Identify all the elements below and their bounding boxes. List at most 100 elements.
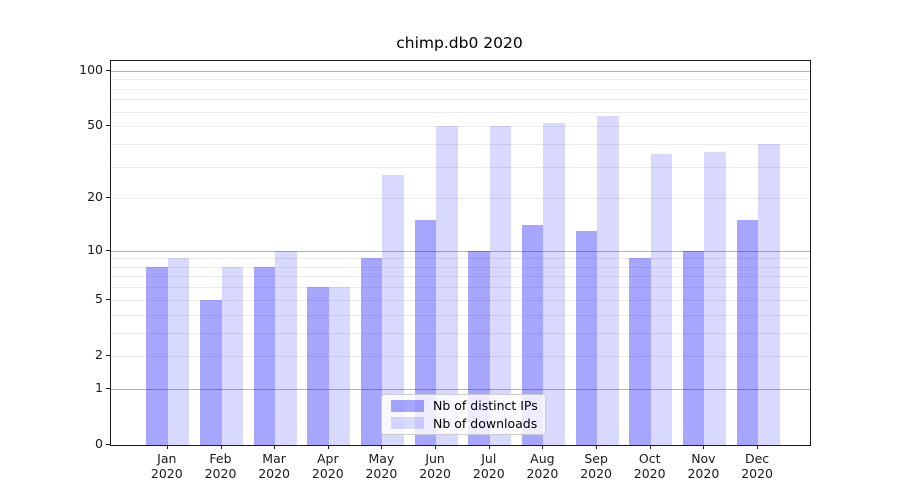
bar-downloads-apr bbox=[328, 287, 351, 445]
x-tick-label-sep: Sep 2020 bbox=[564, 451, 628, 481]
x-tick-mark-dec bbox=[757, 445, 759, 449]
gridline-1 bbox=[111, 388, 810, 390]
bar-downloads-feb bbox=[221, 266, 243, 445]
bar-downloads-jun bbox=[436, 126, 458, 445]
x-tick-mark-jul bbox=[488, 445, 490, 449]
y-tick-mark-5 bbox=[106, 298, 110, 300]
gridline-100 bbox=[111, 70, 810, 72]
gridline-90 bbox=[111, 79, 810, 81]
bar-distinct-ips-mar bbox=[253, 266, 276, 445]
bar-distinct-ips-may bbox=[360, 258, 383, 445]
bar-downloads-jul bbox=[489, 126, 512, 445]
x-tick-label-dec: Dec 2020 bbox=[725, 451, 789, 481]
x-tick-year: 2020 bbox=[365, 466, 398, 481]
bar-distinct-ips-oct bbox=[629, 258, 651, 445]
legend-label-downloads: Nb of downloads bbox=[433, 415, 538, 431]
y-tick-label-2: 2 bbox=[95, 346, 103, 362]
bar-distinct-ips-apr bbox=[307, 287, 329, 445]
x-tick-year: 2020 bbox=[633, 466, 666, 481]
y-tick-mark-50 bbox=[106, 125, 110, 127]
x-tick-month: Dec bbox=[744, 451, 770, 466]
bar-distinct-ips-nov bbox=[682, 250, 705, 445]
x-tick-mark-feb bbox=[220, 445, 222, 449]
x-tick-month: Jan bbox=[157, 451, 177, 466]
x-tick-month: Aug bbox=[530, 451, 555, 466]
x-tick-year: 2020 bbox=[580, 466, 612, 481]
x-tick-mark-may bbox=[381, 445, 383, 449]
x-tick-mark-jan bbox=[166, 445, 168, 449]
x-tick-month: Oct bbox=[638, 451, 661, 466]
gridline-6 bbox=[111, 287, 810, 289]
y-tick-label-100: 100 bbox=[79, 61, 103, 77]
bar-downloads-jan bbox=[167, 258, 190, 445]
y-tick-label-10: 10 bbox=[87, 241, 103, 257]
bar-distinct-ips-feb bbox=[200, 299, 222, 445]
legend-swatch-distinct-ips-icon bbox=[391, 399, 424, 412]
x-tick-month: Nov bbox=[691, 451, 716, 466]
x-tick-label-jun: Jun 2020 bbox=[403, 451, 467, 481]
bar-downloads-nov bbox=[704, 152, 726, 445]
x-tick-label-jan: Jan 2020 bbox=[135, 451, 199, 481]
x-tick-label-aug: Aug 2020 bbox=[510, 451, 574, 481]
legend: Nb of distinct IPs Nb of downloads bbox=[381, 394, 546, 435]
bar-downloads-sep bbox=[597, 115, 619, 445]
bar-distinct-ips-jan bbox=[146, 266, 168, 445]
gridline-40 bbox=[111, 143, 810, 145]
x-tick-label-apr: Apr 2020 bbox=[296, 451, 360, 481]
x-tick-year: 2020 bbox=[687, 466, 720, 481]
x-tick-year: 2020 bbox=[419, 466, 451, 481]
legend-swatch-downloads-icon bbox=[391, 417, 424, 430]
x-tick-month: May bbox=[368, 451, 395, 466]
x-tick-label-jul: Jul 2020 bbox=[457, 451, 521, 481]
x-tick-year: 2020 bbox=[741, 466, 773, 481]
y-tick-mark-1 bbox=[106, 387, 110, 389]
x-tick-month: Jul bbox=[481, 451, 497, 466]
x-tick-year: 2020 bbox=[258, 466, 290, 481]
x-tick-label-may: May 2020 bbox=[349, 451, 413, 481]
legend-item-distinct-ips: Nb of distinct IPs bbox=[391, 398, 545, 413]
gridline-5 bbox=[111, 299, 810, 301]
bar-downloads-mar bbox=[275, 250, 297, 445]
bar-distinct-ips-jun bbox=[414, 220, 437, 445]
y-tick-label-5: 5 bbox=[95, 290, 103, 306]
gridline-4 bbox=[111, 314, 810, 316]
gridline-10 bbox=[111, 250, 810, 252]
x-tick-year: 2020 bbox=[150, 466, 183, 481]
x-tick-year: 2020 bbox=[311, 466, 344, 481]
gridline-30 bbox=[111, 166, 810, 168]
x-tick-label-oct: Oct 2020 bbox=[618, 451, 682, 481]
y-tick-mark-10 bbox=[106, 249, 110, 251]
gridline-50 bbox=[111, 126, 810, 128]
gridline-20 bbox=[111, 198, 810, 200]
x-tick-mark-apr bbox=[327, 445, 329, 449]
legend-label-distinct-ips: Nb of distinct IPs bbox=[433, 398, 538, 414]
bar-distinct-ips-sep bbox=[575, 231, 598, 445]
y-tick-mark-0 bbox=[106, 444, 110, 445]
x-tick-mark-oct bbox=[649, 445, 651, 449]
plot-area: Nb of distinct IPs Nb of downloads bbox=[110, 60, 811, 446]
x-tick-label-mar: Mar 2020 bbox=[242, 451, 306, 481]
x-tick-mark-sep bbox=[596, 445, 598, 449]
x-tick-mark-aug bbox=[542, 445, 544, 449]
legend-item-downloads: Nb of downloads bbox=[391, 416, 545, 431]
y-tick-label-50: 50 bbox=[87, 116, 103, 132]
y-tick-mark-2 bbox=[106, 354, 110, 356]
y-tick-mark-100 bbox=[106, 69, 110, 71]
x-tick-mark-mar bbox=[274, 445, 276, 449]
x-tick-year: 2020 bbox=[472, 466, 505, 481]
gridline-3 bbox=[111, 332, 810, 334]
gridline-8 bbox=[111, 266, 810, 268]
y-tick-label-20: 20 bbox=[87, 188, 103, 204]
x-tick-mark-jun bbox=[435, 445, 437, 449]
y-tick-label-0: 0 bbox=[95, 435, 103, 451]
bar-distinct-ips-aug bbox=[521, 225, 544, 445]
gridline-7 bbox=[111, 276, 810, 278]
x-tick-year: 2020 bbox=[204, 466, 237, 481]
gridline-60 bbox=[111, 111, 810, 113]
gridline-2 bbox=[111, 355, 810, 357]
bar-distinct-ips-dec bbox=[736, 220, 759, 445]
x-tick-month: Mar bbox=[262, 451, 286, 466]
x-tick-year: 2020 bbox=[526, 466, 559, 481]
x-tick-month: Feb bbox=[209, 451, 232, 466]
